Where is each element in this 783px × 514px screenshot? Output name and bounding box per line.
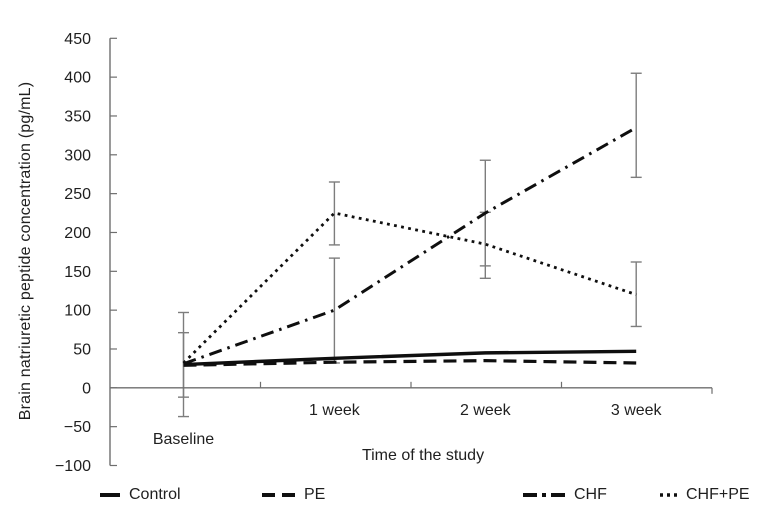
y-tick-label: 450: [64, 31, 91, 48]
y-tick-label: 350: [64, 108, 91, 125]
y-tick-label: −100: [55, 458, 91, 475]
y-tick-label: 50: [73, 341, 91, 358]
y-tick-label: −50: [64, 419, 91, 436]
y-tick-label: 250: [64, 186, 91, 203]
y-tick-label: 0: [82, 380, 91, 397]
series-line-pe: [183, 359, 637, 367]
y-axis-title: Brain natriuretic peptide concentration …: [17, 81, 34, 421]
series-line-chf-pe: [182, 211, 637, 364]
y-tick-label: 400: [64, 70, 91, 87]
series-line-control: [183, 349, 637, 367]
x-axis-title: Time of the study: [361, 447, 485, 464]
y-tick-label: 300: [64, 147, 91, 164]
series-line-chf: [182, 126, 637, 366]
x-category-label: 2 week: [460, 402, 512, 419]
x-category-label: 3 week: [611, 402, 663, 419]
y-tick-label: 100: [64, 303, 91, 320]
y-tick-label: 150: [64, 264, 91, 281]
x-category-label: Baseline: [153, 431, 214, 448]
x-category-label: 1 week: [309, 402, 361, 419]
y-tick-label: 200: [64, 225, 91, 242]
